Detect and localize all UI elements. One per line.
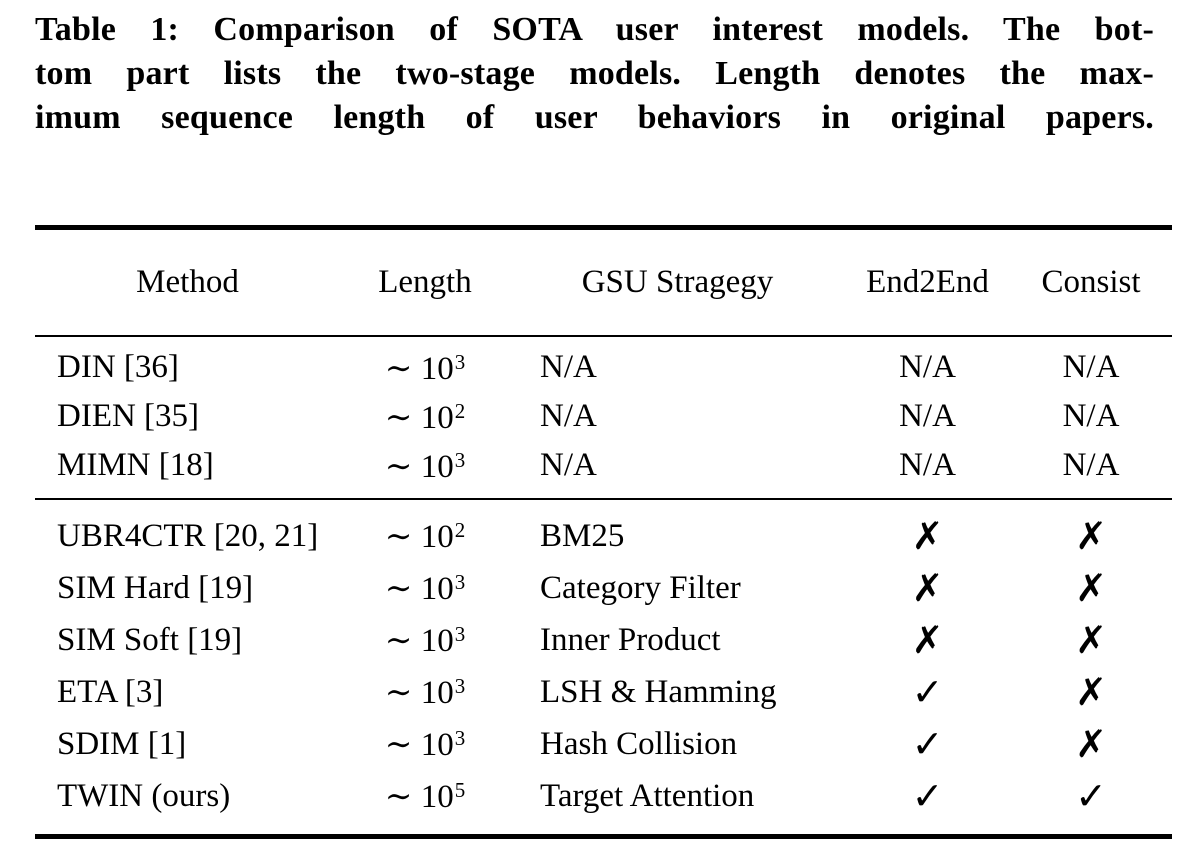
length-value: ∼ 10: [384, 399, 454, 436]
end2end-cell: ✗: [911, 566, 944, 610]
length-cell: ∼ 103: [340, 672, 510, 712]
model-group-two-stage: UBR4CTR [20, 21] ∼ 102 BM25 ✗ ✗ SIM Hard…: [35, 500, 1172, 834]
end2end-cell: ✓: [911, 670, 944, 714]
length-value: ∼ 10: [384, 448, 454, 485]
consist-cell: ✗: [1075, 514, 1107, 558]
length-value: ∼ 10: [384, 623, 454, 659]
end2end-cell: ✗: [911, 514, 944, 558]
length-value: ∼ 10: [384, 675, 454, 711]
length-cell: ∼ 102: [340, 397, 510, 437]
length-exponent: 3: [454, 726, 466, 750]
end2end-cell: N/A: [899, 447, 956, 483]
method-cell: SIM Soft [19]: [57, 621, 243, 658]
table-top-rule: [35, 225, 1172, 230]
end2end-cell: ✗: [911, 618, 944, 662]
end2end-cell: N/A: [899, 349, 956, 385]
length-exponent: 5: [454, 778, 466, 802]
table-row: ETA [3] ∼ 103 LSH & Hamming ✓ ✗: [35, 666, 1172, 718]
length-cell: ∼ 103: [340, 620, 510, 660]
table-row: UBR4CTR [20, 21] ∼ 102 BM25 ✗ ✗: [35, 510, 1172, 562]
length-exponent: 2: [454, 518, 466, 542]
length-cell: ∼ 103: [340, 348, 510, 388]
end2end-header: End2End: [866, 264, 989, 300]
gsu-cell: Category Filter: [540, 569, 741, 606]
gsu-cell: N/A: [540, 349, 597, 385]
gsu-cell: N/A: [540, 447, 597, 483]
gsu-cell: Hash Collision: [540, 725, 738, 762]
table-bottom-rule: [35, 834, 1172, 839]
method-header: Method: [136, 264, 239, 300]
table-row: SIM Soft [19] ∼ 103 Inner Product ✗ ✗: [35, 614, 1172, 666]
gsu-cell: Target Attention: [540, 777, 755, 814]
caption-line: Table 1: Comparison of SOTA user interes…: [35, 11, 1154, 48]
caption-line: tom part lists the two-stage models. Len…: [35, 55, 1154, 92]
length-cell: ∼ 105: [340, 776, 510, 816]
method-cell: ETA [3]: [57, 673, 164, 710]
consist-header: Consist: [1041, 264, 1141, 300]
header-row: Method Length GSU Stragegy End2End Consi…: [35, 230, 1172, 335]
length-value: ∼ 10: [384, 727, 454, 763]
table-row: SIM Hard [19] ∼ 103 Category Filter ✗ ✗: [35, 562, 1172, 614]
table-row: TWIN (ours) ∼ 105 Target Attention ✓ ✓: [35, 770, 1172, 822]
length-header: Length: [378, 264, 472, 300]
consist-cell: ✓: [1075, 774, 1107, 818]
gsu-cell: BM25: [540, 517, 625, 554]
end2end-cell: N/A: [899, 398, 956, 434]
table-row: DIEN [35] ∼ 102 N/A N/A N/A: [35, 392, 1172, 441]
length-exponent: 3: [454, 570, 466, 594]
consist-cell: N/A: [1062, 447, 1120, 483]
model-group-single-stage: DIN [36] ∼ 103 N/A N/A N/A DIEN [35] ∼ 1…: [35, 337, 1172, 498]
length-value: ∼ 10: [384, 519, 454, 555]
table-row: MIMN [18] ∼ 103 N/A N/A N/A: [35, 441, 1172, 490]
header-rule: [35, 335, 1172, 337]
comparison-table: Method Length GSU Stragegy End2End Consi…: [35, 225, 1172, 839]
length-value: ∼ 10: [384, 350, 454, 387]
consist-cell: ✗: [1075, 618, 1107, 662]
method-cell: SDIM [1]: [57, 725, 187, 762]
table-row: SDIM [1] ∼ 103 Hash Collision ✓ ✗: [35, 718, 1172, 770]
table-caption: Table 1: Comparison of SOTA user interes…: [35, 8, 1154, 140]
length-exponent: 3: [454, 622, 466, 646]
length-exponent: 3: [454, 349, 466, 374]
gsu-cell: LSH & Hamming: [540, 673, 777, 710]
length-value: ∼ 10: [384, 571, 454, 607]
length-exponent: 3: [454, 674, 466, 698]
length-cell: ∼ 103: [340, 446, 510, 486]
consist-cell: ✗: [1075, 722, 1107, 766]
consist-cell: ✗: [1075, 566, 1107, 610]
length-exponent: 2: [454, 398, 466, 423]
method-cell: DIEN [35]: [57, 398, 200, 434]
table-row: DIN [36] ∼ 103 N/A N/A N/A: [35, 343, 1172, 392]
group-divider-rule: [35, 498, 1172, 500]
gsu-cell: N/A: [540, 398, 597, 434]
length-cell: ∼ 103: [340, 724, 510, 764]
length-value: ∼ 10: [384, 779, 454, 815]
gsu-cell: Inner Product: [540, 621, 721, 658]
method-cell: UBR4CTR [20, 21]: [57, 517, 319, 554]
length-cell: ∼ 103: [340, 568, 510, 608]
consist-cell: N/A: [1062, 349, 1120, 385]
method-cell: TWIN (ours): [57, 777, 231, 814]
consist-cell: ✗: [1075, 670, 1107, 714]
method-cell: MIMN [18]: [57, 447, 214, 483]
length-exponent: 3: [454, 447, 466, 472]
method-cell: DIN [36]: [57, 349, 179, 385]
end2end-cell: ✓: [911, 722, 944, 766]
method-cell: SIM Hard [19]: [57, 569, 254, 606]
caption-line: imum sequence length of user behaviors i…: [35, 99, 1154, 136]
length-cell: ∼ 102: [340, 516, 510, 556]
consist-cell: N/A: [1062, 398, 1120, 434]
end2end-cell: ✓: [911, 774, 944, 818]
gsu-strategy-header: GSU Stragegy: [581, 264, 774, 300]
